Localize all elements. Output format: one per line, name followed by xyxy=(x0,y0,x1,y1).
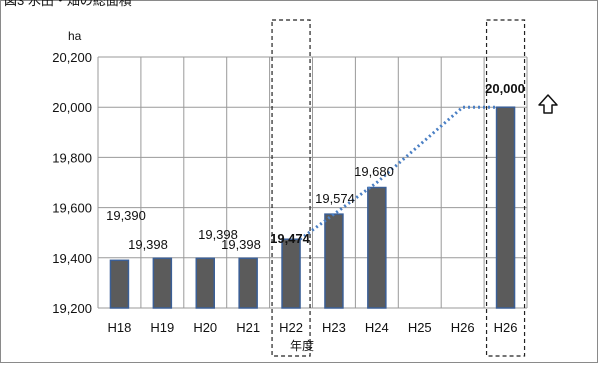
x-tick-label: H23 xyxy=(322,320,346,335)
target-line-path xyxy=(299,105,497,241)
x-tick-label: H24 xyxy=(365,320,389,335)
data-label: 19,574 xyxy=(315,191,355,206)
y-tick-labels: 19,200 19,400 19,600 19,800 20,000 20,200 xyxy=(52,50,92,316)
highlight-boxes xyxy=(271,19,526,357)
data-label: 20,000 xyxy=(485,81,525,96)
x-tick-label: H21 xyxy=(236,320,260,335)
bars xyxy=(109,106,516,309)
x-tick-labels: H18 H19 H20 H21 H22 H23 H24 H25 H26 H26 xyxy=(108,320,518,335)
target-line xyxy=(299,105,497,241)
bar xyxy=(367,186,387,309)
chart-header: 図3 水田・畑の総面積 xyxy=(4,0,132,8)
data-label: 19,398 xyxy=(128,237,168,252)
data-label: 19,474 xyxy=(270,231,311,246)
x-axis-label: 年度 xyxy=(290,338,314,353)
highlight-box xyxy=(271,19,311,357)
bar xyxy=(238,257,258,309)
x-tick-label: H20 xyxy=(193,320,217,335)
bar xyxy=(109,259,130,309)
bar xyxy=(195,257,215,309)
x-tick-label: H26 xyxy=(451,320,475,335)
data-label: 19,390 xyxy=(106,208,146,223)
data-label: 19,398 xyxy=(221,237,261,252)
y-tick-label: 20,000 xyxy=(52,100,92,115)
x-tick-label: H22 xyxy=(279,320,303,335)
bar xyxy=(495,106,516,309)
y-tick-label: 19,400 xyxy=(52,251,92,266)
y-tick-label: 19,600 xyxy=(52,201,92,216)
x-tick-label: H18 xyxy=(108,320,132,335)
x-tick-label: H26 xyxy=(494,320,518,335)
y-tick-label: 19,200 xyxy=(52,301,92,316)
x-tick-label: H25 xyxy=(408,320,432,335)
up-arrow-icon-shape xyxy=(538,94,558,114)
chart-header-text: 図3 水田・畑の総面積 xyxy=(4,0,132,8)
data-label: 19,398 xyxy=(198,227,238,242)
y-tick-label: 20,200 xyxy=(52,50,92,65)
x-tick-label: H19 xyxy=(150,320,174,335)
up-arrow-icon xyxy=(538,94,558,114)
data-label: 19,680 xyxy=(354,164,394,179)
bar xyxy=(281,238,301,309)
y-tick-label: 19,800 xyxy=(52,150,92,165)
bar xyxy=(324,213,344,309)
bar xyxy=(152,257,173,309)
highlight-box xyxy=(485,19,526,357)
y-axis-label: ha xyxy=(68,29,82,43)
